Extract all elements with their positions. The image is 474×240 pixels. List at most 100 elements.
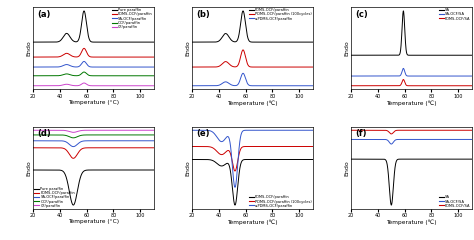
Line: PDMS-OCF/SA: PDMS-OCF/SA: [351, 130, 472, 134]
CF/paraffin: [81, 82, 87, 84]
a-PDMS-OCF/paraffin: [244, 129, 250, 132]
Line: Pure paraffin: Pure paraffin: [33, 11, 154, 42]
SA-OCF/paraffin: [61, 140, 67, 143]
OCF/paraffin: [61, 134, 67, 137]
X-axis label: Temperature (°C): Temperature (°C): [68, 100, 119, 105]
Legend: SA, SA-OCF/SA, PDMS-OCF/SA: SA, SA-OCF/SA, PDMS-OCF/SA: [438, 195, 471, 208]
PDMS-OCF/paraffin: [280, 158, 286, 161]
SA-OCF/SA: [439, 75, 445, 78]
Y-axis label: Endo: Endo: [27, 160, 32, 175]
a-PDMS-OCF/paraffin: [189, 84, 195, 87]
a-PDMS-OCF/paraffin: [281, 129, 286, 132]
SA: [466, 158, 472, 161]
PDMS-OCF/paraffin: [101, 146, 107, 149]
PDMS-OCF/paraffin: [261, 41, 266, 43]
a-PDMS-OCF/paraffin: [310, 84, 316, 87]
OCF/paraffin: [30, 133, 36, 136]
Pure paraffin: [121, 41, 127, 43]
Pure paraffin: [52, 41, 57, 43]
Legend: Pure paraffin, PDMS-OCF/paraffin, SA-OCF/paraffin, OCF/paraffin, CF/paraffin: Pure paraffin, PDMS-OCF/paraffin, SA-OCF…: [111, 8, 153, 29]
a-PDMS-OCF/paraffin: [261, 84, 266, 87]
Line: PDMS-OCF/paraffin: PDMS-OCF/paraffin: [192, 11, 313, 42]
Pure paraffin: [71, 204, 76, 206]
SA-OCF/paraffin: [85, 64, 91, 67]
Text: (f): (f): [355, 129, 366, 138]
SA-OCF/SA: [469, 75, 474, 78]
PDMS-OCF/paraffin (100cycles): [261, 66, 266, 68]
PDMS-OCF/paraffin: [310, 158, 316, 161]
CF/paraffin: [85, 129, 91, 132]
PDMS-OCF/paraffin: [52, 146, 57, 149]
PDMS-OCF/SA: [469, 84, 474, 87]
Y-axis label: Endo: Endo: [186, 41, 191, 56]
OCF/paraffin: [101, 74, 107, 77]
SA: [419, 158, 425, 161]
SA: [429, 54, 435, 57]
SA-OCF/paraffin: [71, 145, 76, 148]
Text: (b): (b): [196, 10, 210, 19]
Line: a-PDMS-OCF/paraffin: a-PDMS-OCF/paraffin: [192, 73, 313, 86]
PDMS-OCF/paraffin: [244, 158, 250, 161]
Y-axis label: Endo: Endo: [186, 160, 191, 175]
SA-OCF/SA: [389, 143, 394, 145]
PDMS-OCF/SA: [370, 129, 375, 132]
PDMS-OCF/SA: [348, 84, 354, 87]
OCF/paraffin: [61, 73, 67, 76]
Pure paraffin: [30, 168, 36, 171]
PDMS-OCF/paraffin: [261, 158, 266, 161]
CF/paraffin: [101, 84, 107, 87]
Text: (d): (d): [37, 129, 51, 138]
OCF/paraffin: [52, 133, 57, 136]
a-PDMS-OCF/paraffin: [220, 81, 226, 84]
SA-OCF/paraffin: [151, 139, 156, 142]
a-PDMS-OCF/paraffin: [220, 140, 226, 143]
OCF/paraffin: [101, 133, 107, 136]
X-axis label: Temperature (℃): Temperature (℃): [227, 219, 278, 225]
SA: [348, 158, 354, 161]
SA-OCF/paraffin: [111, 139, 117, 142]
CF/paraffin: [101, 129, 107, 132]
SA-OCF/SA: [429, 75, 435, 78]
PDMS-OCF/paraffin (100cycles): [261, 145, 266, 148]
PDMS-OCF/paraffin: [121, 146, 127, 149]
SA: [469, 158, 474, 161]
CF/paraffin: [121, 84, 127, 87]
PDMS-OCF/paraffin: [232, 204, 238, 206]
Pure paraffin: [111, 41, 117, 43]
OCF/paraffin: [111, 74, 117, 77]
Line: CF/paraffin: CF/paraffin: [33, 83, 154, 86]
CF/paraffin: [121, 129, 127, 132]
CF/paraffin: [71, 131, 76, 134]
PDMS-OCF/paraffin: [85, 53, 91, 56]
SA-OCF/SA: [379, 75, 385, 78]
PDMS-OCF/paraffin (100cycles): [270, 145, 276, 148]
Legend: PDMS-OCF/paraffin, PDMS-OCF/paraffin (100cycles), a-PDMS-OCF/paraffin: PDMS-OCF/paraffin, PDMS-OCF/paraffin (10…: [248, 8, 312, 21]
Text: (e): (e): [196, 129, 210, 138]
Line: SA-OCF/paraffin: SA-OCF/paraffin: [33, 141, 154, 147]
SA: [348, 54, 354, 57]
CF/paraffin: [61, 83, 67, 86]
SA-OCF/SA: [403, 73, 409, 76]
PDMS-OCF/paraffin (100cycles): [259, 145, 265, 148]
PDMS-OCF/paraffin: [189, 41, 195, 43]
SA-OCF/paraffin: [52, 66, 57, 68]
SA-OCF/paraffin: [61, 64, 67, 66]
OCF/paraffin: [111, 133, 117, 136]
Text: (c): (c): [355, 10, 367, 19]
PDMS-OCF/paraffin: [310, 41, 316, 43]
Line: PDMS-OCF/SA: PDMS-OCF/SA: [351, 79, 472, 86]
Line: SA: SA: [351, 159, 472, 205]
SA: [370, 158, 375, 161]
Line: CF/paraffin: CF/paraffin: [33, 130, 154, 132]
SA-OCF/SA: [401, 67, 406, 70]
Pure paraffin: [151, 168, 156, 171]
SA-OCF/SA: [429, 138, 435, 141]
SA: [401, 10, 406, 12]
PDMS-OCF/paraffin (100cycles): [189, 145, 195, 148]
PDMS-OCF/paraffin: [270, 158, 276, 161]
PDMS-OCF/SA: [403, 129, 409, 132]
Pure paraffin: [101, 168, 107, 171]
SA: [403, 158, 409, 161]
SA-OCF/paraffin: [101, 66, 107, 68]
OCF/paraffin: [121, 133, 127, 136]
